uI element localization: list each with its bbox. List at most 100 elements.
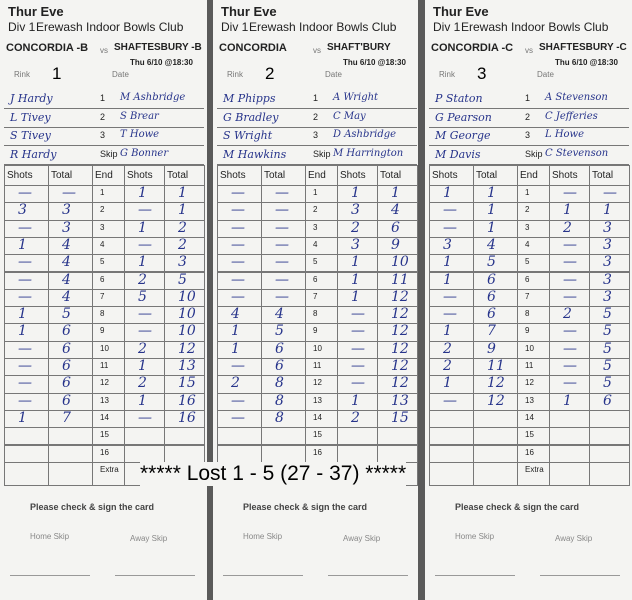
player-position: 1: [525, 93, 531, 103]
away-player: M Ashbridge: [120, 92, 186, 103]
away-player: C Stevenson: [545, 147, 609, 159]
player-position: 2: [525, 111, 531, 122]
score-entry: 1: [18, 306, 27, 323]
score-cell: [92, 202, 125, 221]
score-entry: 7: [62, 409, 71, 426]
vs: vs: [313, 46, 321, 55]
score-entry: 2: [138, 340, 147, 357]
end-number: 8: [313, 309, 318, 319]
score-cell: [305, 271, 338, 290]
score-entry: 4: [62, 271, 71, 288]
score-entry: 15: [391, 409, 409, 426]
end-number: 15: [525, 430, 534, 440]
end-number: 14: [525, 412, 534, 422]
score-entry: 4: [62, 288, 71, 305]
score-entry: 2: [563, 306, 572, 323]
home-player: M George: [435, 129, 491, 142]
score-cell: [48, 461, 93, 486]
end-number: 16: [313, 447, 322, 457]
score-cell: [261, 444, 306, 463]
away-player: L Howe: [545, 129, 585, 140]
score-entry: 2: [178, 219, 187, 236]
away-player: C May: [333, 110, 366, 122]
score-entry: —: [231, 236, 245, 253]
score-entry: 4: [62, 236, 71, 253]
column-label: End: [520, 170, 538, 181]
score-entry: 5: [62, 306, 71, 323]
score-entry: —: [138, 236, 152, 253]
home-team: CONCORDIA -B: [6, 42, 89, 54]
score-entry: 2: [178, 236, 187, 253]
player-position: 2: [313, 111, 319, 122]
column-label: Total: [264, 170, 286, 181]
score-entry: —: [231, 358, 245, 374]
score-entry: —: [351, 323, 365, 340]
score-entry: —: [603, 185, 617, 201]
score-entry: 4: [275, 306, 284, 323]
score-entry: 1: [138, 219, 147, 236]
score-entry: —: [138, 306, 152, 323]
home-player: S Tivey: [10, 129, 51, 142]
score-cell: [164, 444, 205, 463]
club-name: Erewash Indoor Bowls Club: [36, 20, 184, 34]
score-entry: —: [231, 185, 245, 201]
score-entry: 2: [443, 340, 452, 357]
end-number: 6: [100, 274, 105, 284]
score-entry: —: [231, 392, 245, 409]
end-number: 13: [100, 395, 109, 405]
score-cell: [305, 185, 338, 204]
score-cell: [337, 444, 378, 463]
score-entry: 3: [603, 271, 612, 288]
rink-number: 2: [265, 64, 275, 83]
score-entry: —: [563, 358, 577, 374]
end-number: 9: [313, 326, 318, 336]
home-player: M Phipps: [223, 92, 276, 105]
score-entry: 12: [391, 340, 409, 357]
score-cell: [217, 427, 262, 446]
score-entry: 12: [391, 323, 409, 340]
end-number: 4: [525, 239, 530, 249]
score-entry: —: [443, 288, 457, 305]
end-number: 12: [525, 378, 534, 388]
score-entry: 5: [603, 323, 612, 340]
column-label: Shots: [220, 170, 246, 181]
away-team: SHAFTESBURY -B: [114, 42, 202, 53]
end-number: 13: [525, 395, 534, 405]
player-row: [4, 90, 204, 109]
club-name: Erewash Indoor Bowls Club: [461, 20, 609, 34]
end-number: 1: [100, 188, 105, 197]
score-entry: 5: [487, 254, 496, 271]
score-cell: [429, 461, 474, 486]
score-cell: [429, 444, 474, 463]
away-player: S Brear: [120, 110, 159, 122]
score-entry: 3: [603, 236, 612, 253]
score-cell: [549, 461, 590, 486]
score-entry: 2: [351, 409, 360, 426]
score-entry: —: [138, 202, 152, 219]
score-entry: —: [351, 358, 365, 374]
column-label: Shots: [552, 170, 578, 181]
score-cell: [517, 254, 550, 273]
score-entry: 6: [62, 358, 71, 374]
score-entry: 1: [443, 323, 452, 340]
score-entry: —: [351, 340, 365, 357]
score-entry: 12: [391, 358, 409, 374]
score-cell: [305, 202, 338, 221]
signature-line: [540, 575, 620, 576]
score-entry: 5: [603, 306, 612, 323]
score-entry: 1: [18, 323, 27, 340]
end-number: 4: [313, 239, 318, 249]
signature-line: [328, 575, 408, 576]
score-entry: 10: [178, 288, 196, 305]
score-cell: [124, 444, 165, 463]
score-entry: 6: [62, 340, 71, 357]
footer-note: Please check & sign the card: [455, 502, 580, 512]
home-team: CONCORDIA -C: [431, 42, 514, 54]
score-entry: 6: [62, 323, 71, 340]
score-cell: [517, 219, 550, 238]
score-entry: 2: [563, 219, 572, 236]
score-entry: 3: [351, 236, 360, 253]
home-skip-label: Home Skip: [243, 532, 283, 541]
score-entry: 3: [603, 288, 612, 305]
rink-label: Rink: [14, 70, 31, 79]
